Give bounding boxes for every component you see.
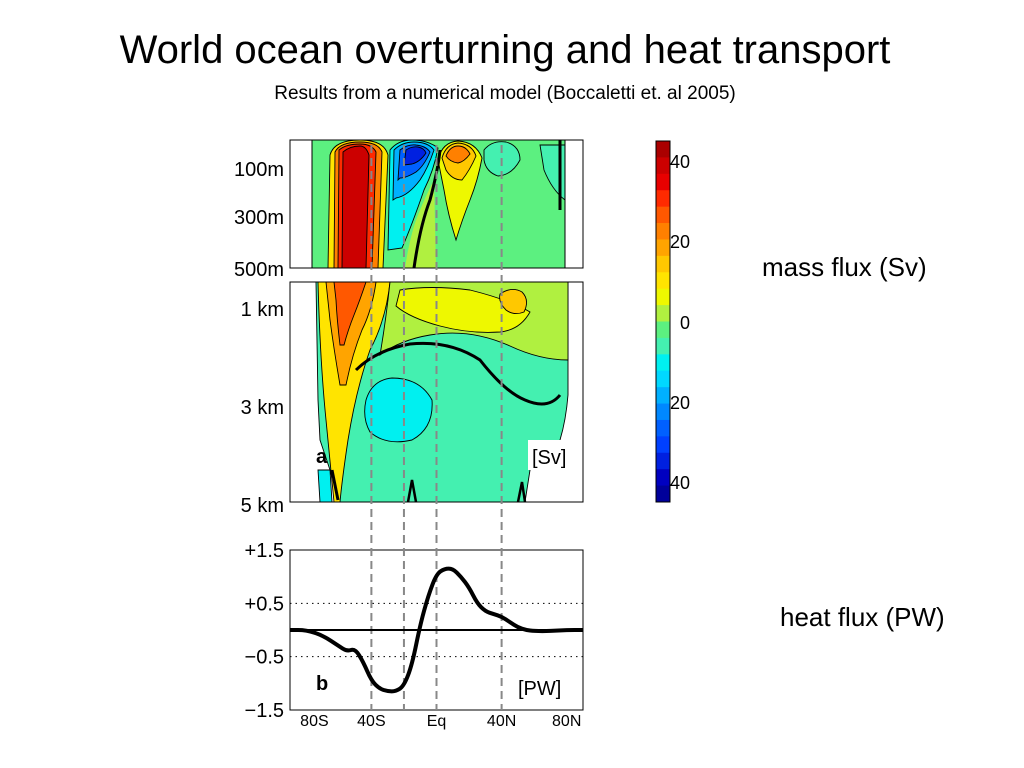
heat-flux-label: heat flux (PW) bbox=[780, 602, 945, 632]
colorbar-swatch bbox=[656, 403, 670, 421]
colorbar bbox=[655, 140, 671, 503]
colorbar-tick: 40 bbox=[670, 473, 690, 493]
colorbar-swatch bbox=[656, 157, 670, 175]
panel-b-xticks: 80S 40S Eq 40N 80N bbox=[300, 713, 581, 730]
colorbar-ticks: 40 20 0 20 40 bbox=[670, 152, 690, 493]
colorbar-swatch bbox=[656, 370, 670, 388]
colorbar-swatch bbox=[656, 337, 670, 355]
panel-b-unit: [PW] bbox=[518, 678, 561, 700]
colorbar-tick: 0 bbox=[680, 313, 690, 333]
xtick-label: 80N bbox=[552, 713, 581, 730]
colorbar-swatch bbox=[656, 305, 670, 322]
mass-flux-panel-top bbox=[289, 139, 584, 269]
ytick-label: −0.5 bbox=[245, 647, 284, 669]
mass-flux-label: mass flux (Sv) bbox=[762, 252, 927, 282]
colorbar-swatch bbox=[656, 255, 670, 273]
colorbar-swatch bbox=[656, 452, 670, 470]
ytick-label: 1 km bbox=[241, 299, 284, 321]
ytick-label: 500m bbox=[234, 259, 284, 281]
colorbar-swatch bbox=[656, 190, 670, 208]
xtick-label: 80S bbox=[300, 713, 328, 730]
slide-subtitle: Results from a numerical model (Boccalet… bbox=[274, 83, 736, 104]
colorbar-swatch bbox=[656, 354, 670, 372]
colorbar-swatch bbox=[656, 436, 670, 454]
colorbar-swatch bbox=[656, 387, 670, 404]
ytick-label: 100m bbox=[234, 159, 284, 181]
colorbar-swatch bbox=[656, 469, 670, 486]
ytick-label: −1.5 bbox=[245, 700, 284, 722]
colorbar-frame bbox=[655, 140, 671, 503]
panel-b-letter: b bbox=[316, 673, 328, 695]
panel-b-yticks: +1.5 +0.5 −0.5 −1.5 bbox=[245, 540, 284, 722]
colorbar-swatch bbox=[656, 173, 670, 191]
colorbar-swatch bbox=[656, 239, 670, 257]
colorbar-swatch bbox=[656, 419, 670, 437]
colorbar-swatch bbox=[656, 321, 670, 339]
ytick-label: 3 km bbox=[241, 397, 284, 419]
panel-a-unit: [Sv] bbox=[532, 447, 566, 469]
heat-flux-line bbox=[290, 566, 583, 694]
colorbar-swatch bbox=[656, 272, 670, 290]
colorbar-swatch bbox=[656, 223, 670, 240]
colorbar-tick: 20 bbox=[670, 393, 690, 413]
colorbar-tick: 20 bbox=[670, 232, 690, 252]
colorbar-swatch bbox=[656, 141, 670, 158]
ytick-label: 5 km bbox=[241, 495, 284, 517]
ytick-label: +1.5 bbox=[245, 540, 284, 562]
colorbar-swatch bbox=[656, 206, 670, 224]
ytick-label: 300m bbox=[234, 207, 284, 229]
xtick-label: Eq bbox=[427, 713, 447, 730]
xtick-label: 40N bbox=[487, 713, 516, 730]
xtick-label: 40S bbox=[357, 713, 385, 730]
colorbar-swatch bbox=[656, 485, 670, 503]
heat-flux-panel: b [PW] bbox=[289, 145, 584, 711]
panel-a-yticks: 100m 300m 500m 1 km 3 km 5 km bbox=[234, 159, 284, 517]
colorbar-tick: 40 bbox=[670, 152, 690, 172]
colorbar-swatch bbox=[656, 288, 670, 306]
panel-a-letter: a bbox=[316, 446, 328, 468]
slide-title: World ocean overturning and heat transpo… bbox=[119, 28, 891, 72]
ytick-label: +0.5 bbox=[245, 593, 284, 615]
